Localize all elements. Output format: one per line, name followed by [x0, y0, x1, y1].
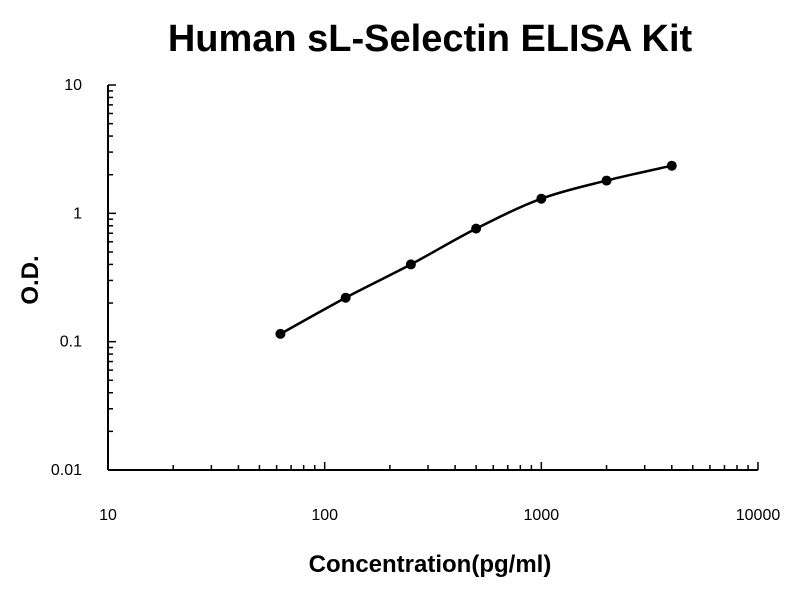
- y-tick-label: 0.01: [51, 462, 82, 479]
- data-point: [666, 160, 677, 171]
- x-tick-label: 10000: [736, 507, 781, 524]
- x-tick-label: 1000: [524, 507, 560, 524]
- series-layer: [275, 160, 677, 339]
- x-ticks: 10 100 1000 10000: [99, 462, 780, 524]
- data-point: [405, 259, 416, 270]
- y-tick-label: 0.1: [60, 334, 82, 351]
- data-point: [471, 223, 482, 234]
- data-point: [275, 328, 286, 339]
- y-axis-label: O.D.: [17, 255, 44, 304]
- series-line: [279, 164, 673, 335]
- x-tick-label: 100: [311, 507, 338, 524]
- x-axis-label: Concentration(pg/ml): [309, 551, 552, 578]
- data-point: [601, 175, 612, 186]
- chart-title: Human sL-Selectin ELISA Kit: [167, 18, 693, 60]
- y-tick-label: 10: [64, 77, 82, 94]
- axes: [107, 85, 758, 471]
- x-tick-label: 10: [99, 507, 117, 524]
- data-point: [340, 292, 351, 303]
- y-ticks: 0.01 0.1 1 10: [51, 77, 116, 479]
- y-tick-label: 1: [73, 205, 82, 222]
- data-point: [536, 193, 547, 204]
